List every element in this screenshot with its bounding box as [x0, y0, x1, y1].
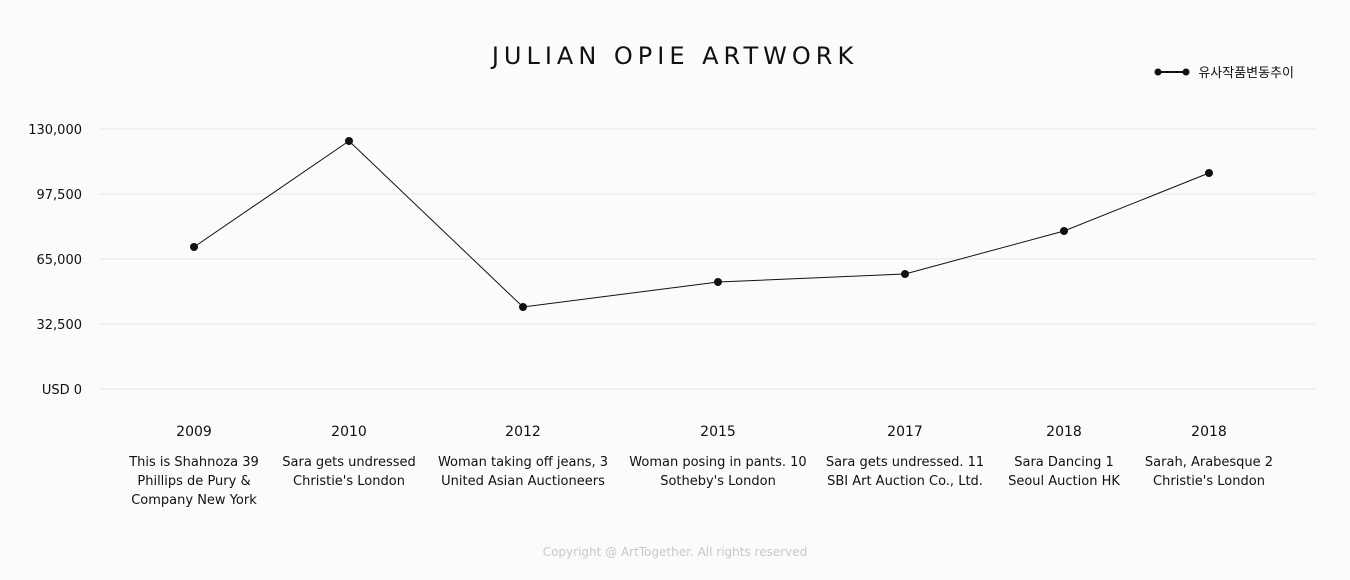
- x-tick-description: Sarah, Arabesque 2: [1145, 455, 1273, 470]
- x-tick-description: Christie's London: [1153, 474, 1265, 489]
- y-tick-label: 32,500: [37, 318, 83, 333]
- y-tick-label: 97,500: [37, 188, 83, 203]
- x-tick-description: Seoul Auction HK: [1008, 474, 1120, 489]
- y-tick-label: 65,000: [37, 253, 83, 268]
- data-point: [1060, 227, 1068, 235]
- x-tick-description: Phillips de Pury &: [137, 474, 250, 489]
- x-tick-description: Woman posing in pants. 10: [629, 455, 806, 470]
- x-tick-year: 2010: [331, 424, 367, 440]
- data-point: [345, 137, 353, 145]
- y-tick-label: USD 0: [42, 383, 82, 398]
- x-tick-description: Sara Dancing 1: [1014, 455, 1114, 470]
- x-tick-description: Sara gets undressed: [282, 455, 416, 470]
- data-point: [190, 243, 198, 251]
- x-tick-description: Sara gets undressed. 11: [826, 455, 984, 470]
- x-tick-description: United Asian Auctioneers: [441, 474, 605, 489]
- chart-title: JULIAN OPIE ARTWORK: [491, 42, 859, 70]
- x-tick-year: 2015: [700, 424, 736, 440]
- data-point: [1205, 169, 1213, 177]
- x-tick-year: 2012: [505, 424, 541, 440]
- series-line: [193, 140, 1210, 308]
- copyright-footer: Copyright @ ArtTogether. All rights rese…: [542, 545, 808, 559]
- x-tick-description: Woman taking off jeans, 3: [438, 455, 608, 470]
- data-point: [901, 270, 909, 278]
- legend-label: 유사작품변동추이: [1198, 66, 1294, 81]
- x-tick-description: Christie's London: [293, 474, 405, 489]
- x-tick-description: SBI Art Auction Co., Ltd.: [827, 474, 983, 489]
- data-point: [519, 303, 527, 311]
- x-tick-year: 2018: [1046, 424, 1082, 440]
- data-point: [714, 278, 722, 286]
- legend-line-marker-icon: [1154, 68, 1190, 75]
- x-tick-year: 2018: [1191, 424, 1227, 440]
- y-tick-label: 130,000: [28, 123, 82, 138]
- x-tick-description: Company New York: [131, 493, 257, 508]
- x-tick-description: This is Shahnoza 39: [128, 455, 259, 470]
- x-tick-description: Sotheby's London: [660, 474, 776, 489]
- legend: 유사작품변동추이: [1154, 62, 1294, 81]
- x-tick-year: 2009: [176, 424, 212, 440]
- x-tick-year: 2017: [887, 424, 923, 440]
